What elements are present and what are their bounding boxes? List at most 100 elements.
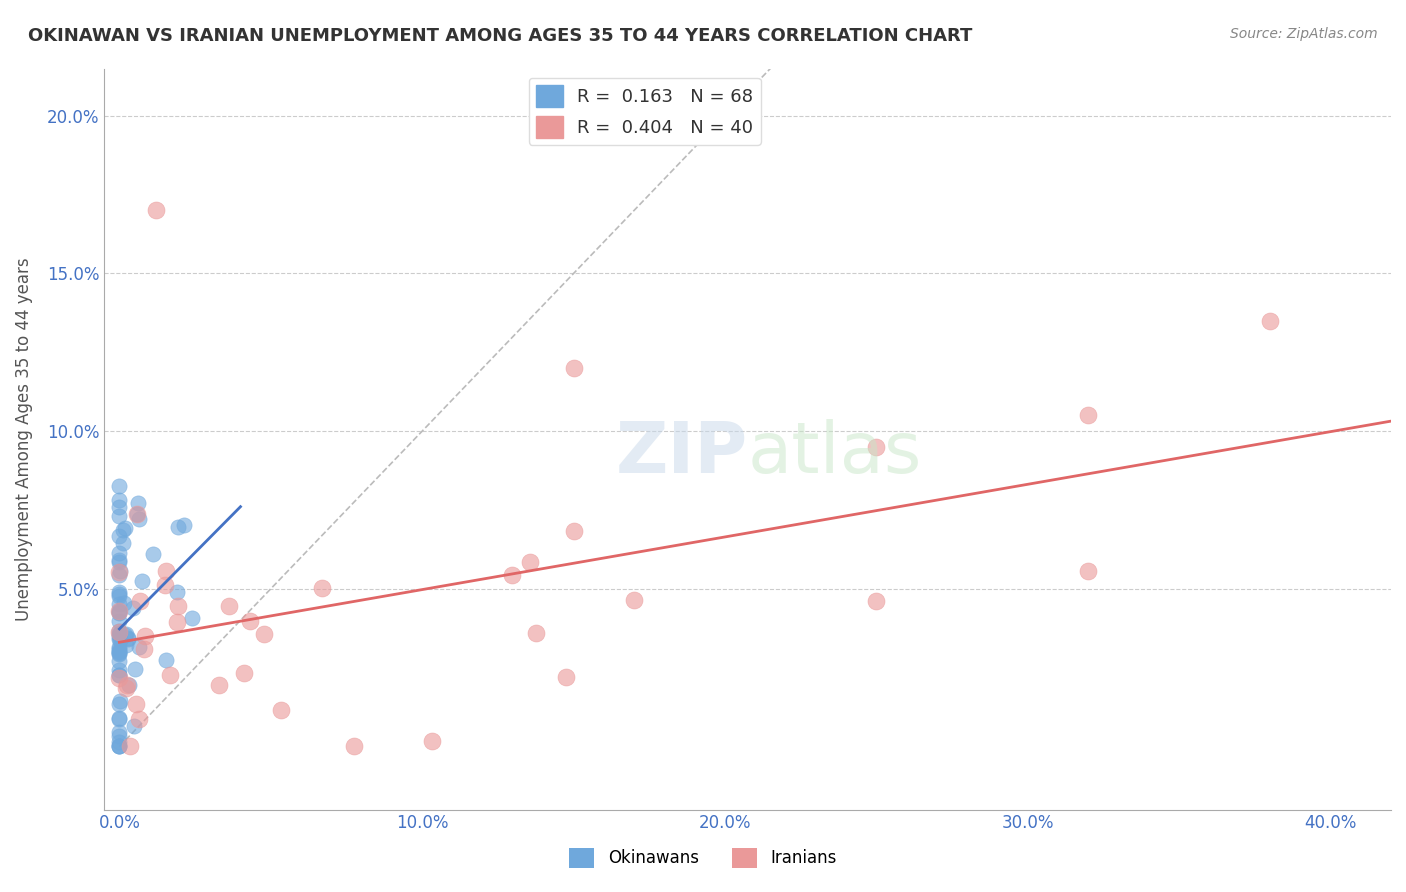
Point <box>108 671 131 685</box>
Point <box>108 627 131 641</box>
Point <box>114 681 136 695</box>
Point <box>108 604 131 618</box>
Point <box>108 663 131 677</box>
Point <box>239 614 262 628</box>
Point <box>115 639 138 653</box>
Point <box>108 647 131 661</box>
Point <box>108 555 131 569</box>
Point <box>108 564 131 578</box>
Text: atlas: atlas <box>748 419 922 488</box>
Point <box>166 599 188 613</box>
Point <box>111 536 134 550</box>
Point <box>159 667 181 681</box>
Text: ZIP: ZIP <box>616 419 748 488</box>
Point <box>127 508 149 522</box>
Point <box>108 585 131 599</box>
Point <box>1077 564 1099 578</box>
Point <box>311 581 333 595</box>
Point <box>153 578 176 592</box>
Point <box>108 739 131 754</box>
Point <box>233 666 256 681</box>
Point <box>108 566 131 580</box>
Point <box>166 585 188 599</box>
Point <box>108 734 131 748</box>
Point <box>108 729 131 743</box>
Point <box>114 627 136 641</box>
Point <box>519 555 541 569</box>
Point <box>270 703 292 717</box>
Point <box>118 678 141 692</box>
Point <box>129 594 152 608</box>
Point <box>110 626 132 640</box>
Point <box>108 509 131 524</box>
Point <box>1258 314 1281 328</box>
Point <box>181 610 204 624</box>
Point <box>128 640 150 654</box>
Point <box>108 647 131 661</box>
Point <box>108 725 131 739</box>
Point <box>208 678 231 692</box>
Point <box>108 712 131 726</box>
Point <box>125 508 148 522</box>
Point <box>131 574 153 588</box>
Legend: R =  0.163   N = 68, R =  0.404   N = 40: R = 0.163 N = 68, R = 0.404 N = 40 <box>529 78 761 145</box>
Text: OKINAWAN VS IRANIAN UNEMPLOYMENT AMONG AGES 35 TO 44 YEARS CORRELATION CHART: OKINAWAN VS IRANIAN UNEMPLOYMENT AMONG A… <box>28 27 973 45</box>
Point <box>166 519 188 533</box>
Point <box>108 553 131 567</box>
Legend: Okinawans, Iranians: Okinawans, Iranians <box>562 841 844 875</box>
Point <box>124 697 146 711</box>
Point <box>865 594 887 608</box>
Point <box>108 624 131 638</box>
Point <box>108 624 131 639</box>
Point <box>142 547 165 561</box>
Point <box>108 654 131 668</box>
Point <box>865 440 887 454</box>
Point <box>420 734 443 748</box>
Point <box>108 492 131 507</box>
Point <box>173 518 195 533</box>
Point <box>122 601 145 615</box>
Point <box>108 604 131 618</box>
Point <box>108 546 131 560</box>
Point <box>108 697 131 711</box>
Point <box>108 479 131 493</box>
Point <box>128 712 150 726</box>
Point <box>623 593 645 607</box>
Point <box>117 631 139 645</box>
Point <box>110 633 132 648</box>
Point <box>562 524 585 538</box>
Point <box>555 670 578 684</box>
Point <box>108 632 131 647</box>
Point <box>501 567 523 582</box>
Point <box>108 567 131 582</box>
Point <box>108 645 131 659</box>
Point <box>524 626 547 640</box>
Point <box>218 599 240 614</box>
Point <box>108 668 131 682</box>
Point <box>110 694 132 708</box>
Point <box>108 641 131 656</box>
Point <box>108 606 131 620</box>
Point <box>253 627 276 641</box>
Point <box>122 719 145 733</box>
Point <box>166 615 188 630</box>
Point <box>108 587 131 601</box>
Point <box>132 642 155 657</box>
Point <box>108 629 131 643</box>
Point <box>343 739 366 754</box>
Point <box>562 361 585 376</box>
Point <box>108 739 131 754</box>
Point <box>128 511 150 525</box>
Point <box>114 627 136 641</box>
Point <box>108 597 131 611</box>
Y-axis label: Unemployment Among Ages 35 to 44 years: Unemployment Among Ages 35 to 44 years <box>15 257 32 621</box>
Point <box>108 640 131 655</box>
Point <box>155 652 177 666</box>
Point <box>120 739 142 754</box>
Point <box>155 564 177 578</box>
Point <box>108 711 131 725</box>
Point <box>108 615 131 629</box>
Point <box>127 496 149 510</box>
Point <box>1077 409 1099 423</box>
Point <box>108 644 131 658</box>
